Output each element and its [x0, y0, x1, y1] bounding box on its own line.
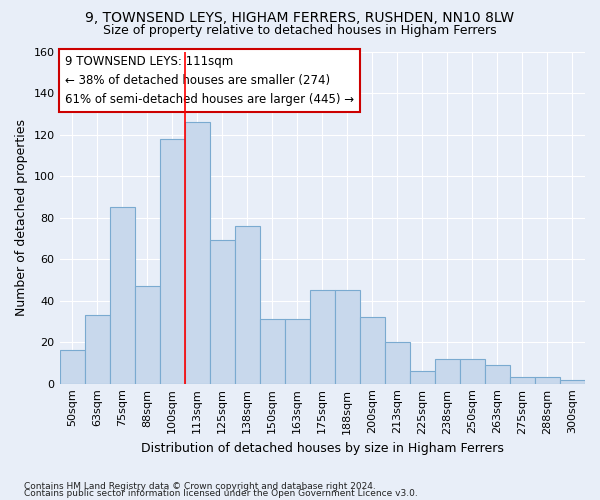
Bar: [360, 317, 385, 384]
Text: Contains HM Land Registry data © Crown copyright and database right 2024.: Contains HM Land Registry data © Crown c…: [24, 482, 376, 491]
Bar: [335, 290, 360, 384]
Bar: [510, 378, 535, 384]
Bar: [209, 240, 235, 384]
Bar: [435, 359, 460, 384]
Bar: [185, 122, 209, 384]
Y-axis label: Number of detached properties: Number of detached properties: [15, 119, 28, 316]
Text: 9, TOWNSEND LEYS, HIGHAM FERRERS, RUSHDEN, NN10 8LW: 9, TOWNSEND LEYS, HIGHAM FERRERS, RUSHDE…: [85, 11, 515, 25]
Bar: [560, 380, 585, 384]
Bar: [235, 226, 260, 384]
Text: Size of property relative to detached houses in Higham Ferrers: Size of property relative to detached ho…: [103, 24, 497, 37]
Bar: [485, 365, 510, 384]
Bar: [260, 320, 285, 384]
Text: Contains public sector information licensed under the Open Government Licence v3: Contains public sector information licen…: [24, 490, 418, 498]
Bar: [85, 315, 110, 384]
Bar: [134, 286, 160, 384]
Text: 9 TOWNSEND LEYS: 111sqm
← 38% of detached houses are smaller (274)
61% of semi-d: 9 TOWNSEND LEYS: 111sqm ← 38% of detache…: [65, 55, 354, 106]
Bar: [285, 320, 310, 384]
Bar: [160, 138, 185, 384]
Bar: [310, 290, 335, 384]
X-axis label: Distribution of detached houses by size in Higham Ferrers: Distribution of detached houses by size …: [141, 442, 504, 455]
Bar: [460, 359, 485, 384]
Bar: [410, 371, 435, 384]
Bar: [385, 342, 410, 384]
Bar: [535, 378, 560, 384]
Bar: [59, 350, 85, 384]
Bar: [110, 207, 134, 384]
